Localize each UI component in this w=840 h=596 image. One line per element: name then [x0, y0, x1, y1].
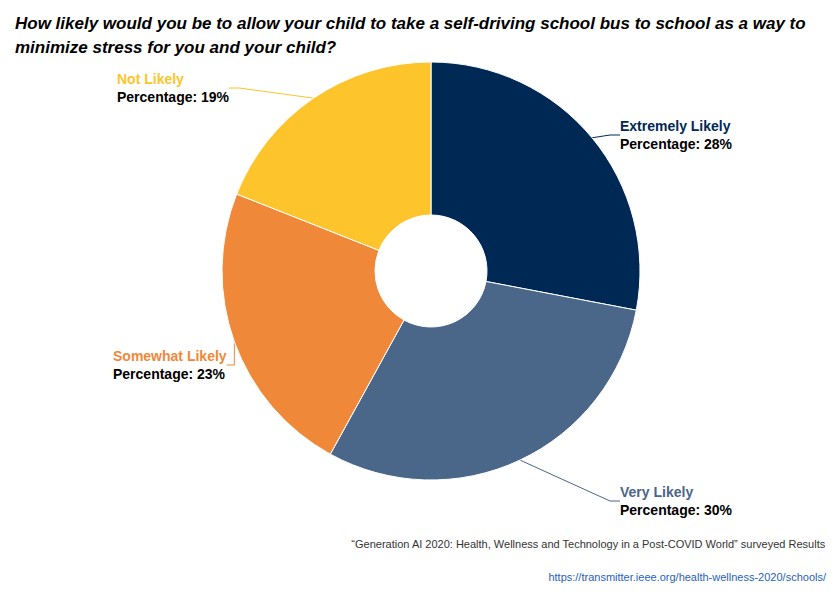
svg-text:minimize stress for you and yo: minimize stress for you and your child? — [15, 38, 337, 57]
svg-text:Percentage: 28%: Percentage: 28% — [620, 136, 733, 152]
svg-text:Extremely Likely: Extremely Likely — [620, 118, 731, 134]
svg-text:Somewhat Likely: Somewhat Likely — [113, 348, 227, 364]
svg-text:How likely would you be to all: How likely would you be to allow your ch… — [15, 14, 810, 33]
svg-text:Percentage: 23%: Percentage: 23% — [113, 366, 226, 382]
svg-text:Percentage: 19%: Percentage: 19% — [117, 89, 230, 105]
svg-text:Very Likely: Very Likely — [620, 484, 693, 500]
svg-text:Percentage: 30%: Percentage: 30% — [620, 502, 733, 518]
svg-text:Not Likely: Not Likely — [117, 71, 184, 87]
svg-text:“Generation AI 2020: Health, W: “Generation AI 2020: Health, Wellness an… — [351, 538, 825, 550]
svg-text:https://transmitter.ieee.org/h: https://transmitter.ieee.org/health-well… — [548, 571, 827, 583]
